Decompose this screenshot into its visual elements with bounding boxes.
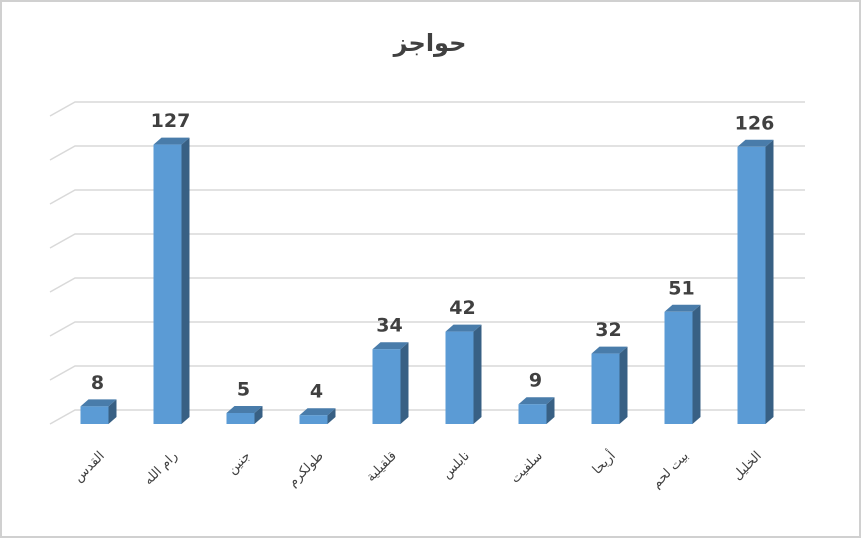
data-label: 8 (91, 372, 104, 394)
bar (80, 406, 109, 424)
bar-top (445, 324, 482, 332)
data-label: 9 (529, 370, 542, 392)
bar-side (400, 342, 409, 424)
data-label: 126 (735, 112, 775, 134)
grid-line (49, 101, 805, 117)
bar-side (327, 408, 336, 424)
bar-side (765, 139, 774, 425)
bar (226, 413, 255, 424)
bar-side (254, 406, 263, 424)
grid-line (49, 145, 805, 161)
bar-top (153, 137, 190, 145)
bar-side (473, 324, 482, 424)
bar-top (372, 342, 409, 350)
bar-top (737, 139, 774, 147)
bar-side (181, 137, 190, 424)
bar-side (692, 304, 701, 424)
bar (664, 311, 693, 424)
bar-top (226, 406, 263, 413)
grid-line (49, 277, 805, 293)
data-label: 34 (376, 315, 402, 337)
grid-line (49, 409, 805, 425)
chart-title: حواجز (393, 29, 467, 57)
bar-top (518, 397, 555, 405)
grid-line (49, 189, 805, 205)
data-label: 5 (237, 379, 250, 401)
bar (737, 146, 766, 425)
grid-line (49, 365, 805, 381)
bar-side (619, 346, 628, 424)
bar (153, 144, 182, 424)
data-label: 32 (595, 319, 621, 341)
bar (299, 415, 328, 424)
bar (372, 349, 401, 424)
bar-top (80, 399, 117, 407)
bar-top (664, 304, 701, 312)
grid-line (49, 321, 805, 337)
data-label: 4 (310, 381, 323, 403)
bar-side (108, 399, 117, 424)
bar (445, 331, 474, 424)
bar (518, 404, 547, 424)
bar-top (299, 408, 336, 416)
data-label: 127 (151, 110, 191, 132)
data-label: 42 (449, 297, 475, 319)
bar-side (546, 397, 555, 424)
data-label: 51 (668, 277, 694, 299)
bar-top (591, 346, 628, 354)
bar (591, 353, 620, 424)
grid-line (49, 233, 805, 249)
